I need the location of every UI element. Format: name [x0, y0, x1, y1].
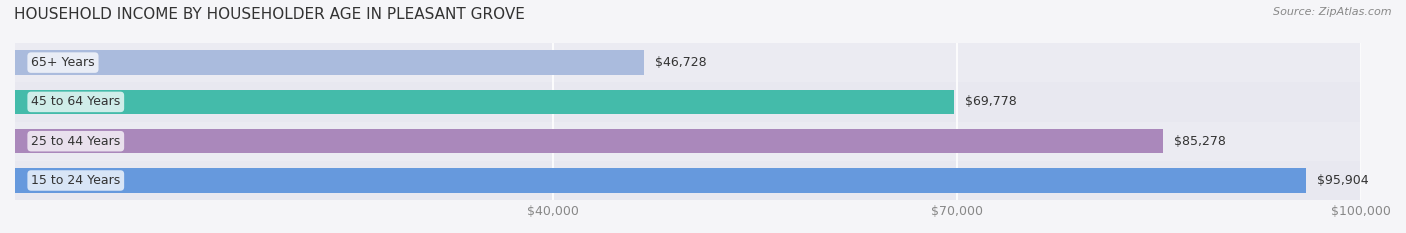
Bar — [15, 168, 1306, 193]
Text: HOUSEHOLD INCOME BY HOUSEHOLDER AGE IN PLEASANT GROVE: HOUSEHOLD INCOME BY HOUSEHOLDER AGE IN P… — [14, 7, 524, 22]
Text: Source: ZipAtlas.com: Source: ZipAtlas.com — [1274, 7, 1392, 17]
Bar — [15, 90, 955, 114]
Bar — [15, 82, 1361, 122]
Bar — [15, 129, 1163, 153]
Text: $69,778: $69,778 — [965, 95, 1017, 108]
Bar — [15, 50, 644, 75]
Bar — [15, 43, 1361, 82]
Bar — [15, 161, 1361, 200]
Text: $95,904: $95,904 — [1316, 174, 1368, 187]
Text: 65+ Years: 65+ Years — [31, 56, 94, 69]
Text: $85,278: $85,278 — [1174, 135, 1226, 148]
Text: 45 to 64 Years: 45 to 64 Years — [31, 95, 121, 108]
Text: 15 to 24 Years: 15 to 24 Years — [31, 174, 121, 187]
Bar — [15, 122, 1361, 161]
Text: $46,728: $46,728 — [655, 56, 706, 69]
Text: 25 to 44 Years: 25 to 44 Years — [31, 135, 121, 148]
